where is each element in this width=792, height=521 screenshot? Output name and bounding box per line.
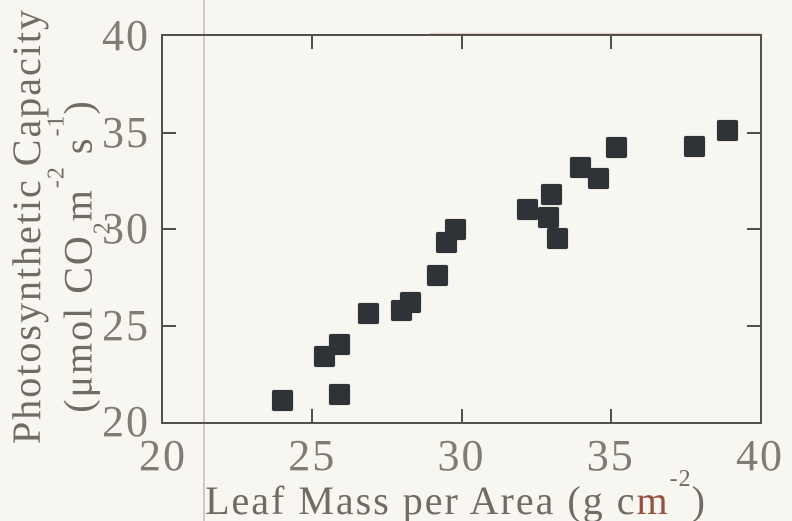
data-point-square: [427, 264, 449, 286]
x-tick-label: 40: [736, 431, 784, 480]
y-tick-right: [747, 131, 760, 134]
x-tick-top: [609, 36, 612, 49]
y-tick-left: [163, 324, 176, 327]
y-axis-units-sup-m: -2: [42, 166, 69, 189]
x-tick-top: [460, 36, 463, 49]
y-tick-label: 40: [102, 11, 150, 60]
data-point-square: [328, 334, 350, 356]
data-point-square: [683, 135, 705, 157]
data-point-square: [516, 199, 538, 221]
x-tick-label: 35: [586, 431, 635, 480]
x-axis-title-fringe-char: m: [636, 478, 670, 521]
x-axis-title: Leaf Mass per Area (g cm-2): [205, 465, 707, 521]
plot-area: [161, 34, 762, 424]
x-tick-bottom: [460, 409, 463, 422]
x-tick-label: 25: [288, 431, 337, 480]
y-tick-left: [163, 228, 176, 230]
x-axis-title-main: Leaf Mass per Area (g c: [205, 478, 637, 521]
x-tick-bottom: [311, 409, 314, 422]
y-tick-right: [747, 324, 760, 327]
x-tick-label: 20: [139, 431, 187, 480]
data-point-square: [570, 156, 592, 178]
y-axis-title-line1: Photosynthetic Capacity: [4, 8, 49, 444]
scan-artifact-vertical-line: [203, 0, 205, 521]
x-tick-bottom: [609, 409, 612, 422]
data-point-square: [400, 291, 422, 313]
data-point-square: [358, 303, 380, 325]
data-point-square: [328, 384, 350, 406]
y-tick-right: [747, 228, 760, 230]
x-axis-title-superscript: -2: [669, 465, 692, 492]
y-tick-label: 20: [102, 397, 150, 446]
data-point-square: [716, 120, 738, 142]
data-point-square: [546, 228, 568, 250]
data-point-square: [271, 390, 293, 412]
data-point-square: [540, 183, 562, 205]
x-tick-label: 30: [437, 431, 486, 480]
x-tick-top: [311, 36, 314, 49]
data-point-square: [537, 206, 559, 228]
x-axis-title-close: ): [691, 478, 707, 521]
y-tick-label: 25: [102, 300, 150, 350]
y-tick-label: 30: [102, 204, 150, 253]
y-tick-left: [163, 131, 176, 134]
data-point-square: [606, 137, 628, 159]
data-point-square: [445, 218, 467, 240]
y-tick-label: 35: [102, 107, 150, 157]
data-point-square: [588, 168, 610, 190]
